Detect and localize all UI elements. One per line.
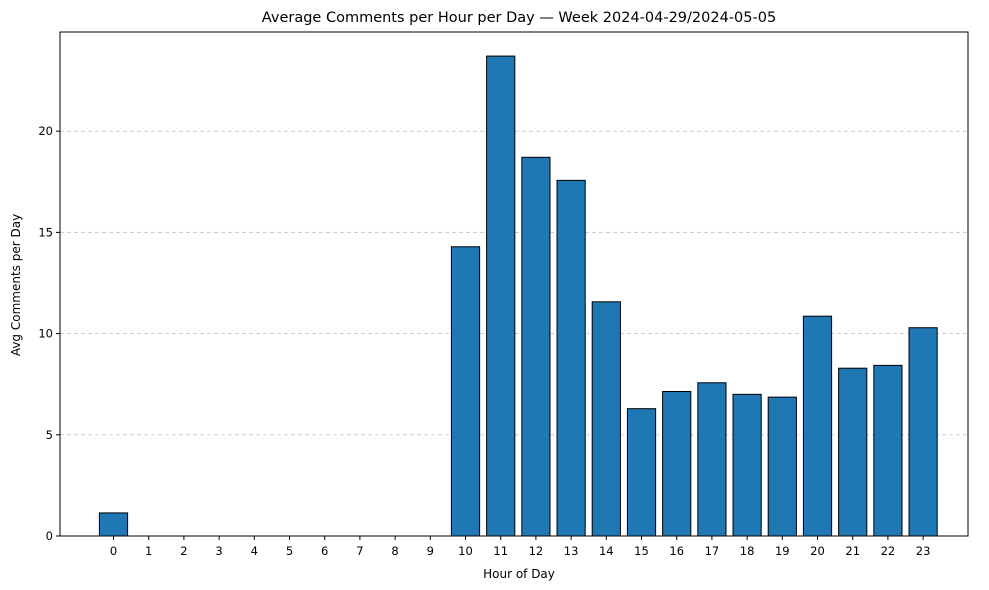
x-tick-label: 3: [215, 544, 222, 558]
plot-frame: [59, 31, 969, 537]
bar-hour-14: [591, 301, 621, 537]
x-tick-label: 10: [458, 544, 473, 558]
x-tick-label: 11: [493, 544, 508, 558]
x-tick-label: 7: [356, 544, 363, 558]
bar-hour-15: [626, 408, 657, 537]
x-tick-label: 17: [705, 544, 720, 558]
x-tick-label: 23: [916, 544, 931, 558]
y-tick-label: 15: [38, 225, 53, 239]
bar-hour-19: [767, 396, 797, 537]
x-tick-label: 20: [810, 544, 825, 558]
bar-hour-13: [556, 179, 586, 537]
bar-hour-21: [838, 367, 868, 537]
bar-hour-11: [486, 55, 516, 537]
y-tick-label: 10: [38, 327, 53, 341]
bar-hour-0: [98, 512, 129, 537]
bar-hour-10: [450, 246, 481, 537]
x-tick-label: 8: [391, 544, 398, 558]
bars: [98, 55, 938, 537]
y-axis-ticks: 0 5 10 15 20: [38, 124, 60, 543]
x-tick-label: 21: [845, 544, 860, 558]
chart-title: Average Comments per Hour per Day — Week…: [262, 10, 776, 26]
x-tick-label: 14: [599, 544, 614, 558]
y-axis-label: Avg Comments per Day: [9, 214, 23, 356]
bar-hour-23: [908, 327, 938, 537]
y-tick-label: 5: [46, 428, 53, 442]
x-tick-label: 0: [110, 544, 117, 558]
bar-hour-20: [802, 315, 833, 537]
x-tick-label: 9: [427, 544, 434, 558]
x-tick-label: 19: [775, 544, 790, 558]
x-tick-label: 15: [634, 544, 649, 558]
x-tick-label: 13: [564, 544, 579, 558]
y-tick-label: 0: [46, 529, 53, 543]
x-tick-label: 5: [286, 544, 293, 558]
x-tick-label: 16: [669, 544, 684, 558]
x-axis-label: Hour of Day: [483, 567, 555, 581]
x-tick-label: 1: [145, 544, 152, 558]
bar-hour-22: [873, 364, 903, 537]
x-tick-label: 12: [529, 544, 544, 558]
x-tick-label: 2: [180, 544, 187, 558]
bar-hour-16: [662, 390, 692, 537]
x-tick-label: 6: [321, 544, 328, 558]
bar-hour-18: [732, 393, 762, 537]
x-tick-label: 22: [881, 544, 896, 558]
x-tick-label: 18: [740, 544, 755, 558]
x-tick-label: 4: [251, 544, 258, 558]
x-axis-ticks: 0 1 2 3 4 5 6 7 8 9 10 11 12 13 14 15 16 17 18 19 20 21 22 23: [110, 536, 931, 558]
bar-hour-12: [521, 156, 551, 537]
y-tick-label: 20: [38, 124, 53, 138]
bar-hour-17: [697, 382, 727, 537]
